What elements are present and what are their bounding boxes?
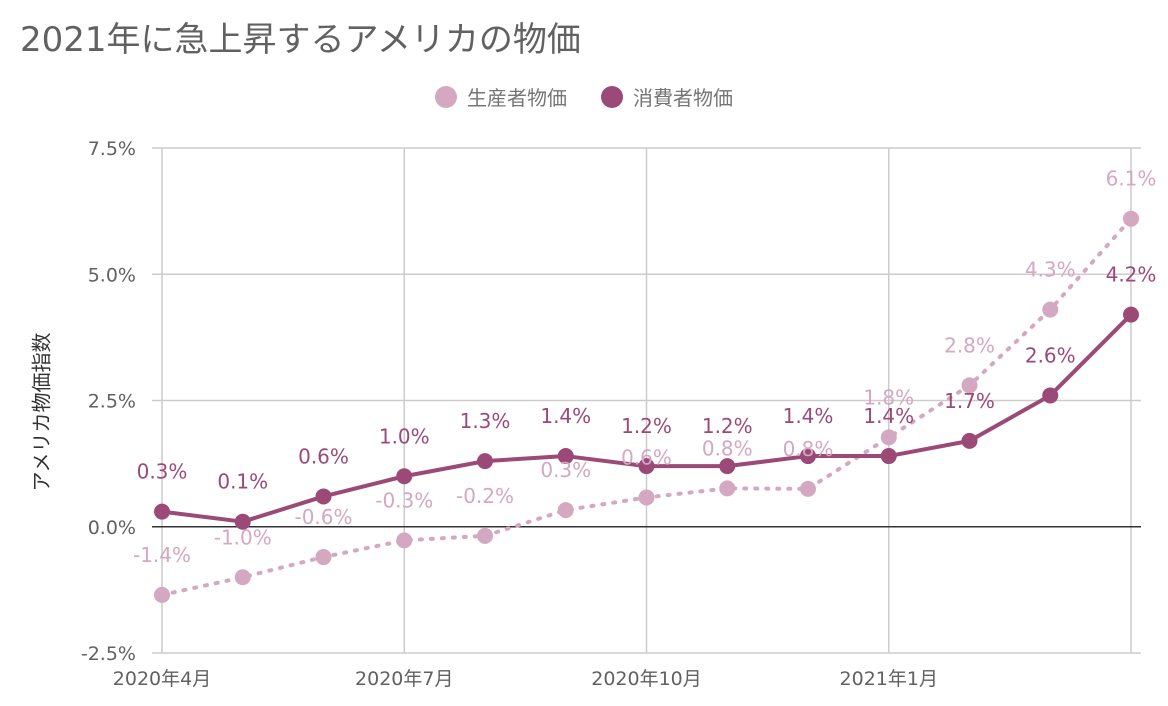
- data-point-producer: [961, 377, 978, 394]
- data-label-producer: -0.2%: [456, 484, 514, 508]
- data-point-producer: [396, 532, 413, 549]
- y-tick-label: 2.5%: [88, 391, 136, 413]
- legend-marker-consumer: [601, 85, 623, 108]
- legend-marker-producer: [435, 85, 457, 108]
- data-label-producer: 6.1%: [1106, 167, 1157, 191]
- data-point-consumer: [315, 488, 332, 505]
- y-tick-label: 0.0%: [88, 517, 136, 539]
- data-point-producer: [315, 549, 332, 566]
- data-label-producer: 0.3%: [540, 458, 591, 482]
- data-point-producer: [1042, 301, 1059, 318]
- data-point-consumer: [1042, 387, 1059, 404]
- legend-label-producer: 生産者物価: [467, 86, 567, 110]
- data-label-consumer: 4.2%: [1106, 263, 1157, 287]
- data-point-producer: [880, 429, 897, 446]
- data-point-consumer: [557, 448, 574, 465]
- data-point-producer: [719, 480, 736, 497]
- x-tick-label: 2020年7月: [355, 668, 453, 690]
- data-point-producer: [234, 569, 251, 586]
- y-tick-label: -2.5%: [81, 643, 136, 665]
- legend-item-consumer[interactable]: 消費者物価: [601, 82, 733, 111]
- data-point-consumer: [961, 432, 978, 449]
- data-point-consumer: [396, 468, 413, 485]
- data-label-consumer: 1.4%: [783, 404, 834, 428]
- data-point-consumer: [477, 453, 493, 470]
- data-label-consumer: 1.4%: [863, 404, 914, 428]
- data-label-producer: 4.3%: [1025, 258, 1076, 282]
- data-point-consumer: [234, 513, 251, 530]
- data-label-consumer: 1.2%: [621, 414, 672, 438]
- x-tick-label: 2021年1月: [840, 668, 938, 690]
- data-label-consumer: 2.6%: [1025, 343, 1076, 367]
- data-label-producer: 0.6%: [621, 445, 672, 469]
- y-tick-label: 5.0%: [88, 264, 136, 286]
- data-label-producer: -0.6%: [294, 505, 352, 529]
- data-label-consumer: 0.3%: [137, 460, 188, 484]
- data-label-producer: -0.3%: [375, 488, 433, 512]
- data-point-producer: [638, 489, 655, 506]
- data-label-producer: 1.8%: [863, 385, 914, 409]
- data-label-consumer: 1.3%: [460, 409, 511, 433]
- data-label-consumer: 0.6%: [298, 444, 349, 468]
- data-label-consumer: 1.7%: [944, 389, 995, 413]
- data-label-consumer: 0.1%: [217, 470, 268, 494]
- legend-label-consumer: 消費者物価: [633, 86, 733, 110]
- legend: 生産者物価 消費者物価: [0, 82, 1168, 111]
- y-tick-label: 7.5%: [88, 138, 136, 160]
- data-label-producer: 0.8%: [783, 437, 834, 461]
- data-label-consumer: 1.4%: [540, 404, 591, 428]
- data-point-producer: [1123, 210, 1139, 227]
- data-point-consumer: [1123, 306, 1139, 323]
- data-label-producer: 0.8%: [702, 436, 753, 460]
- x-tick-label: 2020年10月: [591, 668, 702, 690]
- x-tick-label: 2020年4月: [113, 668, 211, 690]
- data-point-producer: [154, 586, 170, 603]
- data-point-consumer: [719, 458, 736, 475]
- legend-item-producer[interactable]: 生産者物価: [435, 82, 567, 111]
- data-point-consumer: [638, 458, 655, 475]
- data-label-consumer: 1.2%: [702, 414, 753, 438]
- data-point-consumer: [880, 448, 897, 465]
- data-point-consumer: [800, 448, 816, 465]
- data-label-producer: -1.0%: [214, 525, 272, 549]
- data-point-producer: [477, 527, 493, 544]
- data-point-producer: [557, 502, 574, 519]
- data-label-producer: -1.4%: [133, 543, 191, 567]
- data-label-consumer: 1.0%: [379, 424, 430, 448]
- data-point-producer: [800, 480, 816, 497]
- data-point-consumer: [154, 503, 170, 520]
- data-label-producer: 2.8%: [944, 333, 995, 357]
- chart-title: 2021年に急上昇するアメリカの物価: [20, 20, 581, 60]
